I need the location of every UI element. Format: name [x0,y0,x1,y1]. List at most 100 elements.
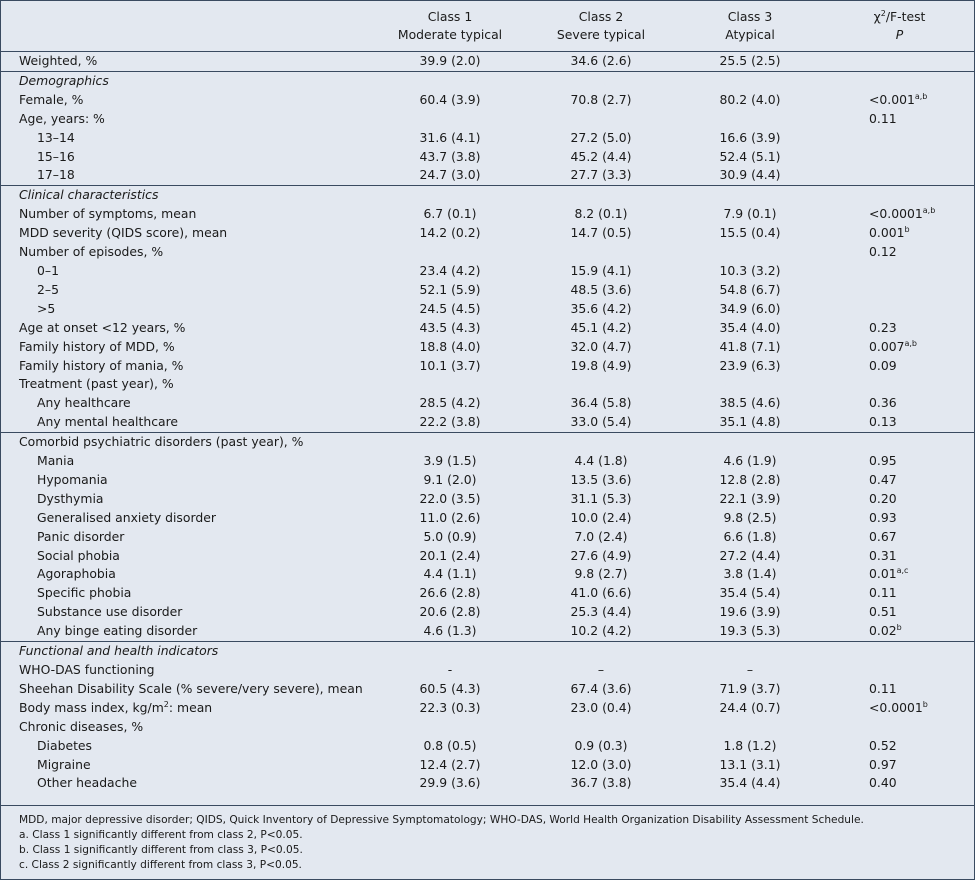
label-text: Age at onset <12 years, % [19,319,186,335]
row-label: Any healthcare [1,394,373,413]
p-value: 0.13 [825,413,974,432]
p-sup: b [896,623,902,633]
class-value: 20.6 (2.8) [419,604,481,620]
class-value: 7.9 (0.1) [723,206,777,222]
class-value: 8.2 (0.1) [574,206,628,222]
label-text: Any binge eating disorder [37,623,198,639]
class-value: 27.2 (5.0) [570,129,632,145]
table-row: MDD severity (QIDS score), mean 14.2 (0.2… [1,224,974,243]
footnotes: MDD, major depressive disorder; QIDS, Qu… [1,805,974,879]
p-text: 0.40 [869,775,897,791]
table-row: Treatment (past year), % [1,375,974,394]
section-heading-row: Clinical characteristics [1,185,974,206]
class-value: 13.5 (3.6) [570,471,632,487]
row-label: Comorbid psychiatric disorders (past yea… [1,432,373,453]
p-value: 0.36 [825,394,974,413]
class-value: 10.0 (2.4) [570,509,632,525]
table-row: Weighted, % 39.9 (2.0) 34.6 (2.6) 25.5 (2.5… [1,52,974,72]
table-row: Hypomania 9.1 (2.0) 13.5 (3.6) 12.8 (2.8) 0.… [1,471,974,490]
class-value: 36.7 (3.8) [570,775,632,791]
label-text: MDD severity (QIDS score), mean [19,225,228,241]
table-row: 0–1 23.4 (4.2) 15.9 (4.1) 10.3 (3.2) [1,262,974,281]
class-value: 36.4 (5.8) [570,395,632,411]
class-value: 41.8 (7.1) [719,338,781,354]
table-row: 17–18 24.7 (3.0) 27.7 (3.3) 30.9 (4.4) [1,166,974,185]
p-value [825,129,974,148]
class-value: 48.5 (3.6) [570,281,632,297]
row-label: Age at onset <12 years, % [1,319,373,338]
label-text: 17–18 [37,167,75,183]
class-value: 43.7 (3.8) [419,148,481,164]
class-value: 41.0 (6.6) [570,585,632,601]
class-value: 15.9 (4.1) [570,262,632,278]
class-value: 18.8 (4.0) [419,338,481,354]
class-value: 31.1 (5.3) [570,490,632,506]
table-row: Specific phobia 26.6 (2.8) 41.0 (6.6) 35.4 … [1,584,974,603]
label-text: Panic disorder [37,528,125,544]
class-value: 52.4 (5.1) [719,148,781,164]
p-value: 0.001b [825,224,974,243]
label-text: >5 [37,300,56,316]
row-label: Treatment (past year), % [1,375,373,394]
p-value: 0.31 [825,547,974,566]
class-subtitle: Moderate typical [397,27,503,42]
class-subtitle: Severe typical [556,27,646,42]
class-value: 60.5 (4.3) [419,680,481,696]
class-value: 22.3 (0.3) [419,699,481,715]
p-value [825,300,974,319]
class-value: 35.1 (4.8) [719,414,781,430]
row-label: Agoraphobia [1,565,373,584]
table-row: Migraine 12.4 (2.7) 12.0 (3.0) 13.1 (3.1) 0.… [1,756,974,775]
label-text: Family history of mania, % [19,357,184,373]
class-value: 3.9 (1.5) [423,453,477,469]
row-label: Family history of MDD, % [1,338,373,357]
section-heading-row: Functional and health indicators [1,641,974,661]
table-row: Substance use disorder 20.6 (2.8) 25.3 (4.… [1,603,974,622]
row-label: Chronic diseases, % [1,718,373,737]
label-text: Body mass index, kg/m [19,699,164,715]
class-value: 52.1 (5.9) [419,281,481,297]
p-text: 0.12 [869,244,897,260]
class-value: 19.8 (4.9) [570,357,632,373]
label-text: Other headache [37,775,137,791]
section-heading-row: Demographics [1,70,974,91]
p-text: 0.47 [869,471,897,487]
label-text: Hypomania [37,471,108,487]
p-value: 0.11 [825,680,974,699]
p-text: 0.31 [869,547,897,563]
table-row: Generalised anxiety disorder 11.0 (2.6) 10… [1,509,974,528]
test-header: χ2/F-test P [825,1,974,52]
class-value: 7.0 (2.4) [574,528,628,544]
class-value: 12.4 (2.7) [419,756,481,772]
class-value: 67.4 (3.6) [570,680,632,696]
p-value [825,718,974,737]
table-row: Family history of mania, % 10.1 (3.7) 19.8… [1,357,974,376]
test-symbol: χ [873,9,881,24]
class-value: 9.8 (2.5) [723,509,777,525]
row-label: Dysthymia [1,490,373,509]
table-row: Age at onset <12 years, % 43.5 (4.3) 45.1 … [1,319,974,338]
class-value: 9.1 (2.0) [423,471,477,487]
label-text: Generalised anxiety disorder [37,509,216,525]
class-value: 3.8 (1.4) [723,566,777,582]
class-value: 4.4 (1.1) [423,566,477,582]
p-text: 0.20 [869,490,897,506]
row-label: 13–14 [1,129,373,148]
class-value: 31.6 (4.1) [419,129,481,145]
class-value: 43.5 (4.3) [419,319,481,335]
table-row: Family history of MDD, % 18.8 (4.0) 32.0 (… [1,338,974,357]
table-row: Chronic diseases, % [1,718,974,737]
class-value: 10.3 (3.2) [719,262,781,278]
class-value: - [447,662,453,677]
table-row: 13–14 31.6 (4.1) 27.2 (5.0) 16.6 (3.9) [1,129,974,148]
class-name: Class 2 [578,9,624,24]
class-value [675,243,825,262]
p-text: 0.01 [869,566,897,582]
table-row: Any healthcare 28.5 (4.2) 36.4 (5.8) 38.5 (… [1,394,974,413]
class-value: 0.9 (0.3) [574,737,628,753]
label-sup: 2 [163,699,169,709]
class-value: 19.3 (5.3) [719,623,781,639]
label-text: Treatment (past year), % [19,376,174,392]
row-label: Hypomania [1,471,373,490]
p-value: 0.95 [825,452,974,471]
